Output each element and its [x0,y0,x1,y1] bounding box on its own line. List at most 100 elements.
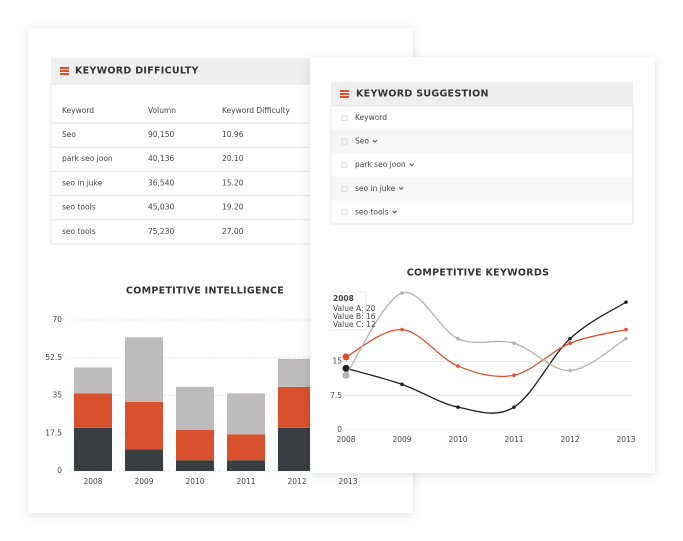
bar-segment [125,449,163,471]
list-item: park seo joon [355,160,406,169]
chevron [392,210,397,214]
tooltip-line: Value C: 12 [333,320,376,329]
point [342,364,350,372]
point [624,327,628,332]
bar-segment [227,393,265,435]
point [456,405,460,409]
bar-segment [125,401,163,450]
line-series [345,291,627,376]
y-tick-label: 70 [52,315,62,324]
cell: 36,540 [148,178,174,187]
column-header: Keyword Difficulty [222,106,290,115]
bar-segment [176,460,214,471]
tooltip-box [329,291,367,331]
point [400,382,404,387]
cell: seo in juke [62,178,103,187]
y-tick-label: 35 [52,391,62,400]
bar-segment [278,427,316,471]
list-item: Keyword [355,113,387,122]
cell: park seo joon [62,154,113,163]
cell: seo tools [62,203,96,212]
point [400,327,404,332]
point [624,336,628,341]
cell: 15.20 [222,178,244,187]
column-header: Keyword [62,106,94,115]
point [568,336,572,341]
bar-segment [125,337,163,402]
panel-border [330,105,634,225]
checkbox [341,209,348,216]
x-tick-label: 2009 [392,435,411,444]
card [310,57,655,473]
point [400,291,404,295]
column-header: Volumn [148,106,176,115]
cell: 20.10 [222,154,244,163]
point [568,341,572,346]
x-tick-label: 2008 [83,477,102,486]
x-tick-label: 2010 [185,477,204,486]
x-tick-label: 2013 [616,435,635,444]
point [342,371,350,379]
cell: 90,150 [148,130,174,139]
list-item: seo tools [355,207,389,216]
chevron [409,163,415,167]
point [456,364,460,368]
icon [60,67,69,75]
chevron [398,186,404,191]
tooltip-title: 2008 [333,294,354,303]
list-item: Seo [355,137,369,146]
point [624,300,628,304]
point [512,373,516,378]
front-card: KEYWORD SUGGESTION Keyword Seo park seo jo… [310,57,655,473]
y-tick-label: 52.5 [45,353,62,362]
list-item: seo in juke [355,184,396,193]
cell: seo tools [62,227,96,236]
x-tick-label: 2012 [287,477,306,486]
checkbox [341,162,348,168]
tooltip-line: Value A: 20 [333,304,376,313]
x-tick-label: 2012 [560,435,579,444]
bar-segment [176,386,214,431]
x-tick-label: 2013 [338,477,357,486]
panel-header [331,82,633,106]
x-tick-label: 2009 [134,477,153,486]
point [512,405,516,409]
y-tick-label: 0 [337,425,342,434]
bar-segment [278,358,316,387]
cell: 19.20 [222,203,244,212]
x-tick-label: 2010 [448,435,467,444]
bar-segment [74,367,112,394]
y-tick-label: 7.5 [330,391,342,400]
x-tick-label: 2011 [504,435,523,444]
checkbox [341,138,348,145]
point [568,368,572,373]
bar-segment [74,393,112,428]
row-background [331,176,633,201]
y-tick-label: 15 [332,357,342,366]
checkbox [341,115,348,121]
bar-segment [227,460,265,471]
chart-title: COMPETITIVE INTELLIGENCE [126,286,284,297]
cell: Seo [62,130,76,139]
panel-title: KEYWORD DIFFICULTY [75,66,199,77]
bar-segment [227,434,265,461]
y-tick-label: 0 [57,466,62,475]
point [512,341,516,346]
bar-segment [176,430,214,461]
chevron [372,139,378,143]
x-tick-label: 2011 [236,477,255,486]
cell: 45,030 [148,203,174,212]
cell: 75,230 [148,227,174,236]
icon [340,90,349,98]
chart-title: COMPETITIVE KEYWORDS [407,268,549,279]
bar-segment [278,386,316,428]
panel-header [51,58,313,84]
point [456,336,460,341]
checkbox [341,186,348,192]
cell: 27.00 [222,227,244,236]
panel-title: KEYWORD SUGGESTION [356,89,489,100]
tooltip-line: Value B: 16 [333,312,376,321]
